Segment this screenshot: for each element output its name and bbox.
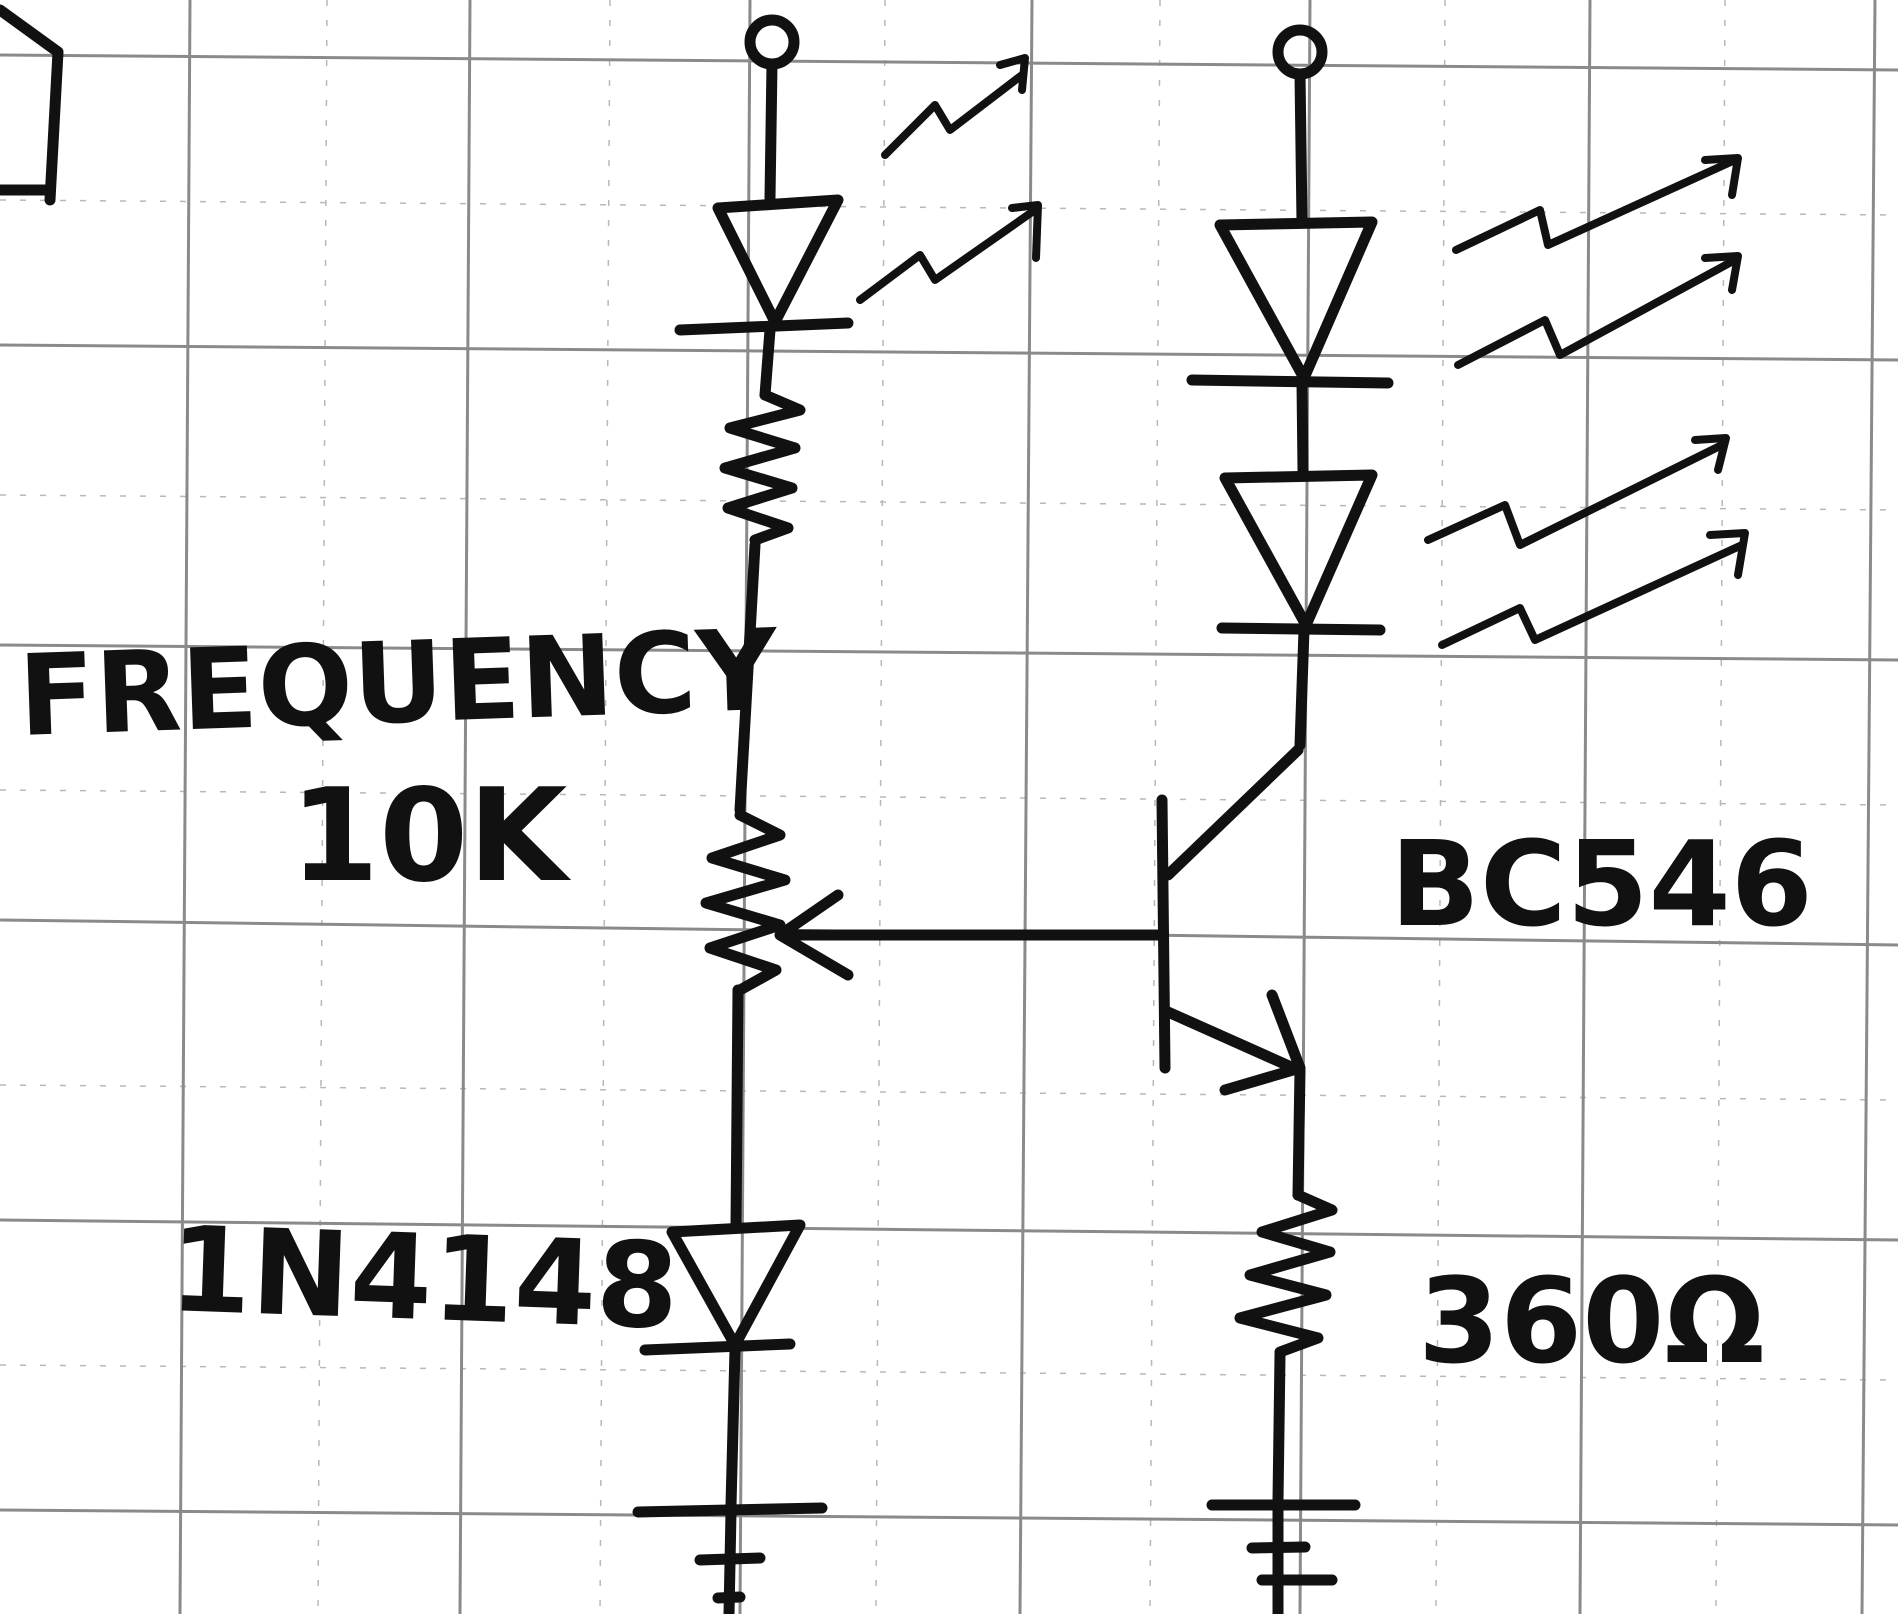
left-branch xyxy=(632,14,1042,1614)
right-supply-wire xyxy=(1294,68,1308,228)
left-diode-to-ground-wire xyxy=(725,1344,741,1511)
potentiometer-value-label: 10K xyxy=(290,762,572,911)
1n4148-diode-body xyxy=(666,1219,806,1351)
right-supply-terminal xyxy=(1272,24,1328,80)
right-upper-led-body xyxy=(1214,216,1378,384)
collector-wire xyxy=(1294,624,1310,751)
right-lower-led-light-arrows-icon xyxy=(1424,434,1749,649)
emitter-wire xyxy=(1292,1064,1306,1201)
left-led-light-arrows-icon xyxy=(856,54,1042,304)
right-branch xyxy=(1156,24,1749,1614)
right-upper-led xyxy=(1186,154,1742,389)
right-resistor-to-ground-wire xyxy=(1272,1349,1286,1506)
frequency-potentiometer xyxy=(700,809,791,996)
left-led-bar xyxy=(674,317,854,336)
transistor-emitter-lead xyxy=(1162,1006,1304,1076)
transistor-base-bar xyxy=(1156,794,1171,1074)
right-upper-led-bar xyxy=(1186,374,1394,389)
left-upper-resistor xyxy=(719,389,806,546)
emitter-resistor-value-label: 360Ω xyxy=(1418,1252,1765,1390)
right-upper-led-light-arrows-icon xyxy=(1452,154,1742,369)
transistor-collector-lead xyxy=(1162,744,1304,881)
left-led-to-resistor-wire xyxy=(759,324,776,401)
left-supply-wire xyxy=(764,58,778,204)
left-supply-terminal xyxy=(744,14,800,70)
partial-component-edge xyxy=(0,4,64,206)
bc546-transistor xyxy=(1156,744,1306,1096)
diode-part-label: 1N4148 xyxy=(167,1200,681,1356)
emitter-resistor xyxy=(1234,1189,1338,1358)
1n4148-diode-bar xyxy=(639,1338,796,1356)
left-pot-to-diode-wire xyxy=(730,984,744,1231)
right-lower-led-body xyxy=(1219,469,1378,631)
transistor-part-label: BC546 xyxy=(1390,815,1813,953)
right-led-link-wire xyxy=(1296,377,1309,476)
left-led xyxy=(674,54,1042,336)
potentiometer-wiper-arrow-icon xyxy=(774,889,854,981)
right-ground-icon xyxy=(1206,1499,1361,1614)
left-ground-icon xyxy=(632,1502,828,1614)
left-led-body xyxy=(712,194,844,328)
1n4148-diode xyxy=(639,1219,806,1356)
left-resistor-to-pot-wire xyxy=(734,539,761,816)
frequency-label: FREQUENCY xyxy=(16,606,781,762)
